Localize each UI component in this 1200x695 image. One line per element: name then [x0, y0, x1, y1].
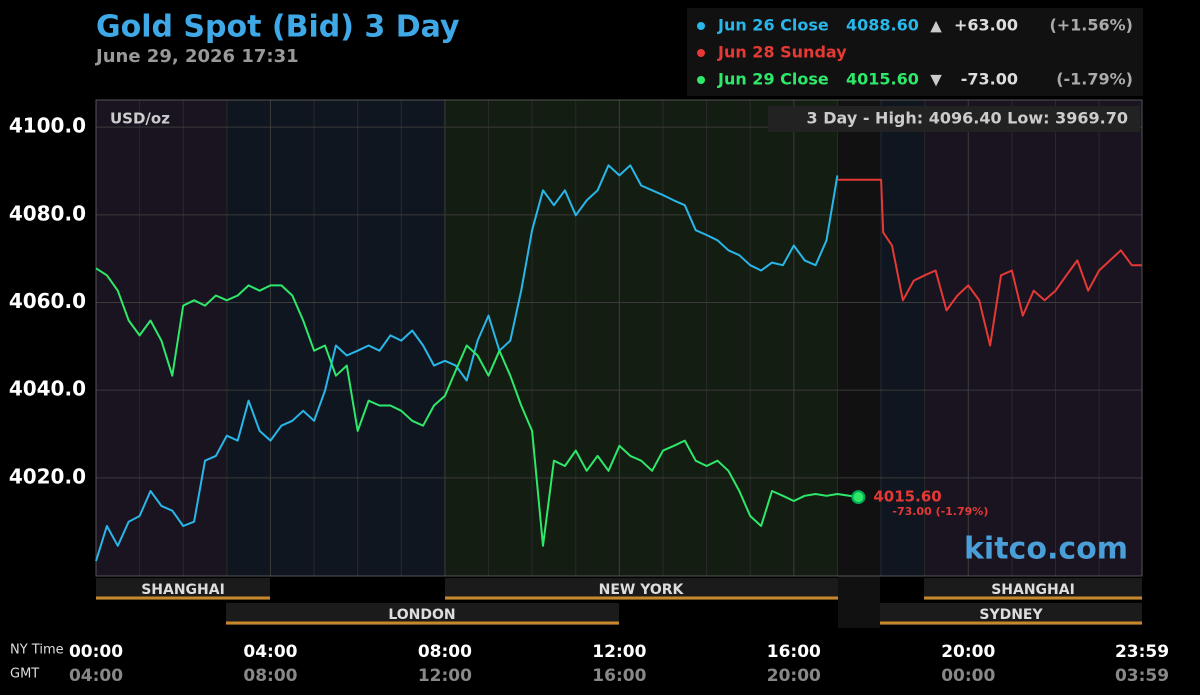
x2-tick-label: 12:00	[418, 666, 472, 686]
session-bar	[880, 603, 1142, 625]
legend-dot	[697, 49, 705, 57]
x-tick-label: 00:00	[69, 642, 123, 662]
shade	[880, 100, 924, 576]
legend-box	[687, 8, 1143, 96]
y-axis-label: USD/oz	[110, 110, 170, 128]
y-tick-label: 4040.0	[9, 377, 86, 401]
legend-label: Jun 29 Close	[717, 70, 829, 89]
legend-arrow: ▼	[930, 71, 942, 89]
legend-change: -73.00	[961, 70, 1018, 89]
legend-label: Jun 26 Close	[717, 16, 829, 35]
shade	[445, 100, 838, 576]
price-line	[95, 164, 839, 562]
legend-change: +63.00	[954, 16, 1018, 35]
legend-dot	[697, 76, 705, 84]
end-marker	[851, 490, 866, 505]
session-bar	[226, 603, 619, 625]
x2-tick-label: 04:00	[69, 666, 123, 686]
x-tick-label: 04:00	[243, 642, 297, 662]
y-tick-label: 4020.0	[9, 464, 86, 488]
legend-percent: (-1.79%)	[1056, 70, 1133, 89]
price-line	[837, 178, 1142, 347]
x-tick-label: 16:00	[767, 642, 821, 662]
shade	[226, 100, 445, 576]
session-bar	[924, 578, 1142, 600]
watermark: kitco.com	[964, 532, 1128, 567]
legend-percent: (+1.56%)	[1049, 16, 1133, 35]
session-label: LONDON	[388, 607, 455, 623]
session-bar	[445, 578, 838, 600]
x-tick-label: 08:00	[418, 642, 472, 662]
session-label: SYDNEY	[979, 607, 1043, 623]
chart-title: Gold Spot (Bid) 3 Day	[96, 10, 460, 45]
shade	[838, 100, 880, 628]
y-tick-label: 4060.0	[9, 289, 86, 313]
x-tick-label: 20:00	[941, 642, 995, 662]
range-box	[768, 106, 1140, 132]
range-note: 3 Day - High: 4096.40 Low: 3969.70	[807, 109, 1128, 128]
legend-close: 4088.60	[846, 16, 919, 35]
end-price: 4015.60	[873, 488, 941, 506]
legend-label: Jun 28 Sunday	[717, 43, 847, 62]
legend-close: 4015.60	[846, 70, 919, 89]
x2-tick-label: 16:00	[592, 666, 646, 686]
x-tick-label: 12:00	[592, 642, 646, 662]
session-label: SHANGHAI	[141, 582, 225, 598]
session-label: NEW YORK	[599, 582, 685, 598]
end-change: -73.00 (-1.79%)	[892, 505, 988, 518]
y-tick-label: 4100.0	[9, 114, 86, 138]
session-label: SHANGHAI	[991, 582, 1075, 598]
chart-subtitle: June 29, 2026 17:31	[94, 46, 299, 67]
x2-tick-label: 03:59	[1115, 666, 1169, 686]
x2-tick-label: 08:00	[243, 666, 297, 686]
session-bar	[96, 578, 270, 600]
x2-tick-label: 00:00	[941, 666, 995, 686]
x-axis-name: NY Time	[10, 643, 64, 658]
x-tick-label: 23:59	[1115, 642, 1169, 662]
price-line	[95, 267, 859, 547]
x-axis-name: GMT	[10, 667, 39, 682]
legend-dot	[697, 22, 705, 30]
y-tick-label: 4080.0	[9, 201, 86, 225]
x2-tick-label: 20:00	[767, 666, 821, 686]
shade	[924, 100, 1142, 576]
legend-arrow: ▲	[930, 17, 942, 35]
plot-frame	[95, 99, 1143, 577]
